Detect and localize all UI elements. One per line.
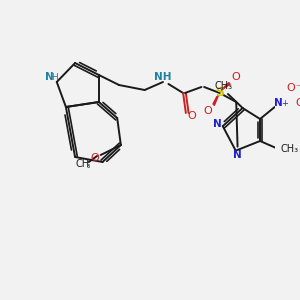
Text: +: +: [281, 98, 288, 107]
Text: N: N: [274, 98, 283, 108]
Text: ₃: ₃: [86, 161, 89, 170]
Text: CH₃: CH₃: [214, 81, 232, 91]
Text: N: N: [45, 72, 54, 82]
Text: CH₃: CH₃: [280, 144, 298, 154]
Text: O: O: [295, 98, 300, 108]
Text: H: H: [52, 73, 58, 82]
Text: O: O: [287, 83, 296, 93]
Text: N: N: [233, 150, 242, 160]
Text: N: N: [213, 119, 222, 129]
Text: ⁻: ⁻: [295, 83, 300, 93]
Text: O: O: [203, 106, 212, 116]
Text: CH: CH: [75, 159, 89, 169]
Text: O: O: [231, 72, 240, 82]
Text: O: O: [90, 153, 99, 163]
Text: NH: NH: [154, 72, 172, 82]
Text: S: S: [215, 86, 224, 100]
Text: O: O: [187, 111, 196, 121]
